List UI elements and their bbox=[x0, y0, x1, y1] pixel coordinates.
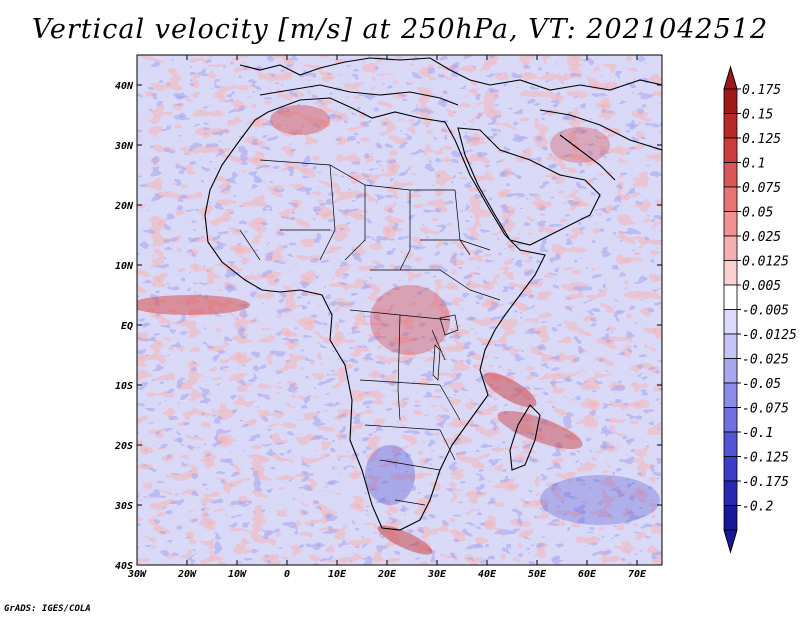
map-title: Vertical velocity [m/s] at 250hPa, VT: 2… bbox=[31, 14, 769, 45]
arabia-coastline bbox=[457, 127, 601, 246]
madagascar-band bbox=[497, 410, 583, 450]
africa-coastline bbox=[204, 97, 546, 531]
lon-tick-label: 30W bbox=[127, 569, 147, 580]
south-africa-downdraft bbox=[365, 445, 415, 505]
colorbar-swatch bbox=[723, 113, 738, 139]
colorbar-swatch bbox=[723, 431, 738, 457]
colorbar-swatch bbox=[723, 211, 738, 237]
lon-tick-label: 20W bbox=[177, 569, 197, 580]
colorbar-label: 0.05 bbox=[742, 206, 773, 221]
colorbar-label: 0.0125 bbox=[742, 255, 789, 270]
colorbar-swatch bbox=[723, 358, 738, 384]
madagascar-coastline bbox=[509, 404, 541, 471]
colorbar-label: -0.025 bbox=[742, 353, 789, 368]
lon-tick-label: 60E bbox=[578, 569, 597, 580]
colorbar-swatch bbox=[723, 137, 738, 163]
lat-tick-label: 40S bbox=[115, 561, 133, 572]
colorbar-swatch bbox=[723, 260, 738, 286]
colorbar-label: -0.175 bbox=[742, 475, 789, 490]
colorbar: 0.175 0.15 0.125 0.1 0.075 0.05 0.025 0.0125 0.0… bbox=[723, 65, 797, 554]
colorbar-label: 0.1 bbox=[742, 157, 765, 172]
colorbar-swatch bbox=[723, 88, 738, 114]
lat-tick-label: 10S bbox=[115, 381, 133, 392]
colorbar-label: 0.15 bbox=[742, 108, 773, 123]
europe-coastline bbox=[239, 57, 662, 91]
lon-tick-label: 10E bbox=[328, 569, 347, 580]
lat-tick-label: 10N bbox=[115, 261, 134, 272]
south-band bbox=[377, 525, 433, 555]
mozambique-band bbox=[483, 372, 537, 408]
colorbar-swatch bbox=[723, 382, 738, 408]
latitude-ticks: 40N 30N 20N 10N EQ 10S 20S 30S 40S bbox=[114, 81, 662, 572]
indian-ocean-downdraft bbox=[540, 475, 660, 525]
colorbar-swatch bbox=[723, 284, 738, 310]
colorbar-label: 0.125 bbox=[742, 132, 781, 147]
lat-tick-label: 20S bbox=[114, 441, 133, 452]
congo-region bbox=[370, 285, 450, 355]
colorbar-swatch bbox=[723, 480, 738, 506]
colorbar-label: 0.005 bbox=[742, 279, 781, 294]
grads-credit: GrADS: IGES/COLA bbox=[4, 604, 91, 614]
colorbar-swatch bbox=[723, 309, 738, 335]
lon-tick-label: 70E bbox=[628, 569, 647, 580]
colorbar-label: -0.005 bbox=[742, 304, 789, 319]
colorbar-swatch bbox=[723, 333, 738, 359]
lon-tick-label: 30E bbox=[427, 569, 447, 580]
lon-tick-label: 50E bbox=[528, 569, 547, 580]
colorbar-bottom-arrow bbox=[723, 529, 738, 554]
lon-tick-label: 10W bbox=[228, 569, 247, 580]
lake-victoria bbox=[439, 314, 459, 336]
lat-tick-label: EQ bbox=[121, 321, 133, 332]
country-borders bbox=[239, 159, 501, 506]
persian-gulf bbox=[559, 134, 616, 181]
colorbar-swatch bbox=[723, 505, 738, 531]
north-africa-band bbox=[270, 105, 330, 135]
colorbar-label: -0.125 bbox=[742, 451, 789, 466]
lon-tick-label: 40E bbox=[478, 569, 497, 580]
iran-coast bbox=[539, 109, 662, 151]
atlantic-band bbox=[137, 295, 250, 315]
colorbar-label: -0.0125 bbox=[742, 328, 797, 343]
lon-tick-label: 0 bbox=[284, 569, 290, 580]
border-lines bbox=[239, 159, 501, 506]
colorbar-top-arrow bbox=[723, 65, 738, 90]
colorbar-swatch bbox=[723, 407, 738, 433]
coastlines bbox=[204, 57, 662, 531]
colorbar-swatch bbox=[723, 186, 738, 212]
lake-tanganyika bbox=[432, 344, 441, 381]
colorbar-label: -0.075 bbox=[742, 402, 789, 417]
map-frame bbox=[136, 54, 663, 566]
colorbar-swatch bbox=[723, 456, 738, 482]
arabia-band bbox=[550, 127, 610, 163]
colorbar-label: 0.075 bbox=[742, 181, 781, 196]
velocity-field bbox=[137, 55, 662, 565]
longitude-ticks: 30W 20W 10W 0 10E 20E 30E 40E 50E 60E 70E bbox=[127, 55, 647, 580]
colorbar-label: -0.1 bbox=[742, 426, 773, 441]
lat-tick-label: 30S bbox=[114, 501, 133, 512]
lat-tick-label: 20N bbox=[114, 201, 134, 212]
colorbar-label: -0.2 bbox=[742, 500, 773, 515]
mediterranean-coastline bbox=[259, 84, 459, 106]
colorbar-label: 0.175 bbox=[742, 83, 781, 98]
colorbar-swatch bbox=[723, 162, 738, 188]
colorbar-label: -0.05 bbox=[742, 377, 781, 392]
lat-tick-label: 30N bbox=[114, 141, 134, 152]
colorbar-label: 0.025 bbox=[742, 230, 781, 245]
lat-tick-label: 40N bbox=[115, 81, 134, 92]
colorbar-swatch bbox=[723, 235, 738, 261]
lon-tick-label: 20E bbox=[377, 569, 397, 580]
